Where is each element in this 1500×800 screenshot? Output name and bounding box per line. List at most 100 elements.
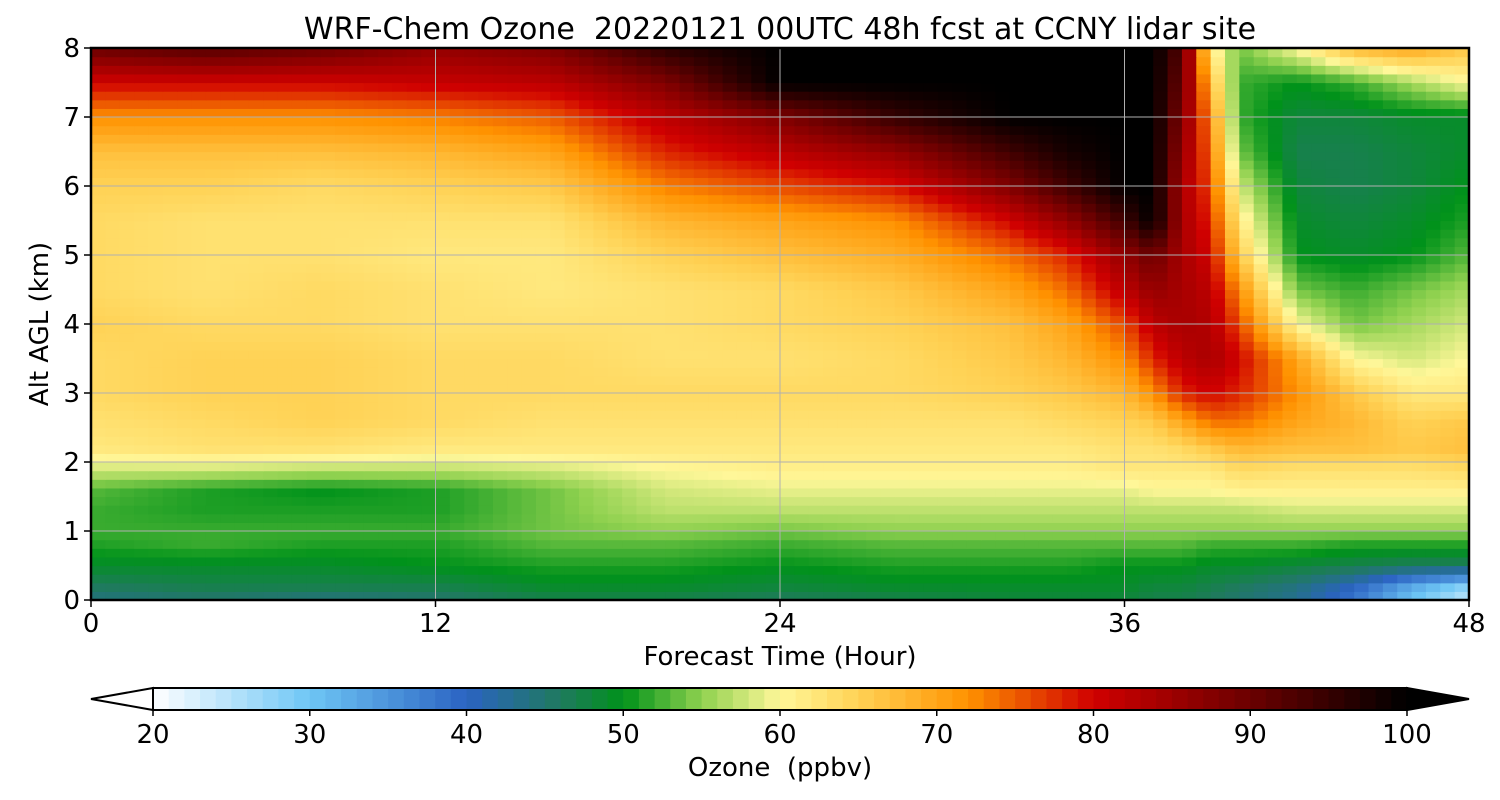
heatmap-cell [335, 522, 350, 532]
heatmap-cell [1024, 453, 1039, 463]
heatmap-cell [435, 565, 451, 575]
heatmap-cell [449, 194, 465, 204]
heatmap-cell [607, 298, 623, 308]
heatmap-cell [1196, 151, 1212, 161]
heatmap-cell [966, 444, 982, 454]
heatmap-cell [808, 160, 824, 170]
heatmap-cell [1009, 427, 1025, 437]
heatmap-cell [1268, 263, 1283, 273]
heatmap-cell [1067, 160, 1083, 170]
heatmap-cell [1268, 332, 1283, 342]
heatmap-cell [794, 479, 810, 489]
heatmap-cell [894, 487, 910, 498]
heatmap-cell [492, 349, 508, 360]
heatmap-cell [693, 280, 709, 291]
heatmap-cell [1210, 444, 1226, 454]
heatmap-cell [1081, 591, 1097, 600]
heatmap-cell [736, 487, 752, 498]
heatmap-cell [780, 298, 795, 308]
heatmap-cell [1311, 280, 1327, 291]
heatmap-cell [1311, 306, 1327, 316]
heatmap-cell [277, 418, 293, 429]
heatmap-cell [1138, 272, 1154, 282]
heatmap-cell [1311, 168, 1327, 178]
heatmap-cell [478, 556, 494, 567]
heatmap-cell [1067, 151, 1083, 161]
heatmap-cell [693, 220, 709, 230]
heatmap-cell [1339, 505, 1355, 515]
heatmap-cell [162, 280, 178, 291]
heatmap-cell [492, 591, 508, 600]
heatmap-cell [880, 444, 896, 454]
heatmap-cell [579, 470, 594, 480]
heatmap-cell [234, 160, 250, 170]
heatmap-cell [1296, 539, 1312, 549]
heatmap-cell [808, 522, 824, 532]
heatmap-cell [1253, 453, 1269, 463]
heatmap-cell [937, 229, 953, 239]
heatmap-cell [837, 513, 853, 523]
heatmap-cell [449, 272, 465, 282]
heatmap-cell [1038, 332, 1054, 342]
heatmap-cell [1411, 280, 1427, 291]
heatmap-cell [708, 548, 724, 558]
heatmap-cell [119, 246, 135, 256]
heatmap-cell [980, 298, 996, 308]
heatmap-cell [320, 194, 336, 204]
heatmap-cell [1095, 177, 1111, 187]
heatmap-cell [1368, 470, 1384, 480]
heatmap-cell [392, 332, 408, 342]
heatmap-cell [363, 410, 379, 420]
heatmap-cell [909, 341, 925, 351]
heatmap-cell [1081, 453, 1097, 463]
heatmap-cell [823, 539, 839, 549]
heatmap-cell [1354, 505, 1370, 515]
heatmap-cell [751, 410, 767, 420]
heatmap-cell [535, 203, 551, 213]
heatmap-cell [851, 203, 867, 213]
heatmap-cell [1239, 177, 1255, 187]
heatmap-cell [693, 531, 709, 541]
heatmap-cell [1339, 462, 1355, 472]
heatmap-cell [722, 367, 738, 377]
heatmap-cell [636, 349, 652, 360]
heatmap-cell [1081, 436, 1097, 446]
heatmap-cell [1325, 246, 1341, 256]
heatmap-cell [177, 556, 193, 567]
heatmap-cell [220, 280, 236, 291]
heatmap-cell [378, 522, 394, 532]
heatmap-cell [1153, 160, 1169, 170]
heatmap-cell [1024, 332, 1039, 342]
heatmap-cell [736, 246, 752, 256]
heatmap-cell [837, 229, 853, 239]
heatmap-cell [679, 263, 695, 273]
heatmap-cell [780, 582, 795, 592]
heatmap-cell [277, 513, 293, 523]
heatmap-cell [1382, 289, 1398, 299]
heatmap-cell [1282, 367, 1298, 377]
heatmap-cell [1038, 410, 1054, 420]
heatmap-cell [320, 324, 336, 334]
heatmap-cell [320, 246, 336, 256]
heatmap-cell [851, 255, 867, 265]
heatmap-cell [1095, 513, 1111, 523]
heatmap-cell [693, 393, 709, 403]
heatmap-cell [1009, 229, 1025, 239]
heatmap-cell [378, 496, 394, 506]
heatmap-cell [464, 358, 480, 368]
heatmap-cell [579, 418, 594, 429]
heatmap-cell [363, 487, 379, 498]
heatmap-cell [880, 487, 896, 498]
heatmap-cell [320, 556, 336, 567]
heatmap-cell [736, 505, 752, 515]
heatmap-cell [937, 556, 953, 567]
heatmap-cell [1167, 332, 1183, 342]
heatmap-cell [1067, 324, 1083, 334]
heatmap-cells [91, 48, 1469, 600]
heatmap-cell [1454, 332, 1469, 342]
heatmap-cell [306, 211, 322, 222]
heatmap-cell [1382, 272, 1398, 282]
heatmap-cell [794, 341, 810, 351]
heatmap-cell [1296, 324, 1312, 334]
heatmap-cell [966, 513, 982, 523]
